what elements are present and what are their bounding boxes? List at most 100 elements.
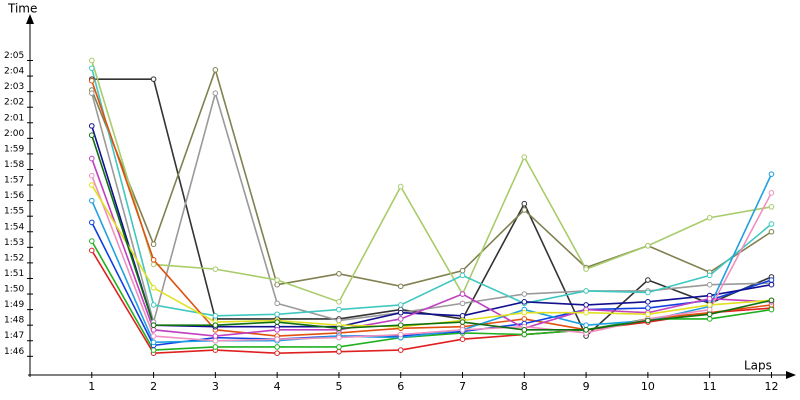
y-tick-label: 1:49 (4, 300, 24, 310)
data-point (583, 288, 589, 294)
data-point (459, 272, 466, 279)
data-point (459, 327, 466, 333)
y-tick-label: 2:01 (4, 113, 24, 123)
y-tick-label: 1:57 (4, 176, 24, 186)
data-point (212, 322, 219, 328)
data-point (336, 334, 342, 341)
y-axis-arrow (26, 14, 34, 24)
data-point (88, 219, 95, 226)
series-line (91, 67, 772, 288)
data-point (274, 350, 280, 357)
data-point (521, 327, 528, 333)
y-tick-label: 1:55 (4, 207, 24, 217)
data-point (459, 336, 466, 342)
data-point (150, 339, 157, 346)
x-axis-title: Laps (744, 359, 772, 373)
x-tick-label: 2 (150, 380, 157, 393)
data-point (768, 277, 775, 283)
data-point (521, 299, 528, 305)
data-point (521, 200, 528, 207)
data-point (397, 331, 404, 338)
data-point (521, 331, 528, 338)
series-line (91, 158, 772, 337)
data-point (397, 283, 404, 290)
data-point (645, 299, 651, 305)
y-tick-label: 1:48 (4, 316, 24, 326)
x-tick-label: 1 (88, 380, 95, 393)
data-point (150, 241, 157, 248)
y-tick-label: 2:02 (4, 98, 24, 108)
data-point (274, 281, 280, 288)
x-tick-label: 10 (641, 380, 655, 393)
data-point (459, 319, 466, 325)
data-point (397, 316, 404, 322)
x-tick-label: 7 (459, 380, 466, 393)
y-tick-label: 1:56 (4, 191, 24, 201)
data-point (521, 316, 528, 322)
data-point (521, 291, 528, 297)
data-point (88, 132, 95, 139)
data-point (706, 272, 713, 279)
data-point (768, 297, 775, 304)
y-tick-label: 1:53 (4, 238, 24, 248)
data-point (150, 256, 157, 263)
data-point (645, 289, 651, 296)
data-point (336, 299, 342, 305)
data-point (583, 309, 589, 316)
y-tick-label: 1:46 (4, 347, 24, 357)
data-point (645, 311, 651, 318)
series-line (91, 250, 772, 355)
y-tick-label: 1:52 (4, 253, 24, 263)
data-point (88, 57, 95, 64)
data-point (212, 313, 219, 319)
data-point (459, 300, 466, 307)
data-point (212, 90, 219, 96)
data-point (150, 76, 157, 82)
data-point (150, 285, 157, 291)
data-point (88, 238, 95, 244)
data-point (768, 306, 775, 313)
data-point (150, 322, 157, 328)
data-point (768, 228, 775, 235)
data-point (459, 313, 466, 319)
data-point (274, 344, 280, 350)
y-tick-label: 1:59 (4, 144, 24, 154)
x-tick-label: 12 (764, 380, 778, 393)
y-axis-title: Time (7, 2, 37, 16)
data-point (706, 311, 713, 318)
data-point (274, 277, 280, 283)
data-point (768, 204, 775, 210)
data-point (274, 300, 280, 307)
data-point (768, 281, 775, 288)
data-point (397, 322, 404, 328)
data-point (336, 306, 342, 313)
data-point (336, 344, 342, 350)
data-point (521, 309, 528, 316)
data-point (150, 347, 157, 353)
data-point (88, 182, 95, 188)
data-point (645, 305, 651, 311)
data-point (706, 302, 713, 308)
x-tick-label: 3 (212, 380, 219, 393)
data-point (88, 65, 95, 72)
data-point (274, 336, 280, 342)
data-point (645, 277, 651, 283)
data-point (274, 319, 280, 325)
data-point (706, 306, 713, 313)
data-point (397, 302, 404, 308)
data-point (150, 333, 157, 339)
data-point (583, 322, 589, 328)
data-point (88, 247, 95, 254)
data-point (706, 295, 713, 302)
data-point (212, 333, 219, 339)
x-tick-label: 6 (397, 380, 404, 393)
data-point (336, 325, 342, 332)
data-point (150, 327, 157, 333)
data-point (212, 67, 219, 73)
series-line (91, 175, 773, 342)
data-point (336, 270, 342, 277)
data-point (521, 207, 528, 213)
data-point (88, 172, 95, 179)
series-line (91, 134, 772, 331)
